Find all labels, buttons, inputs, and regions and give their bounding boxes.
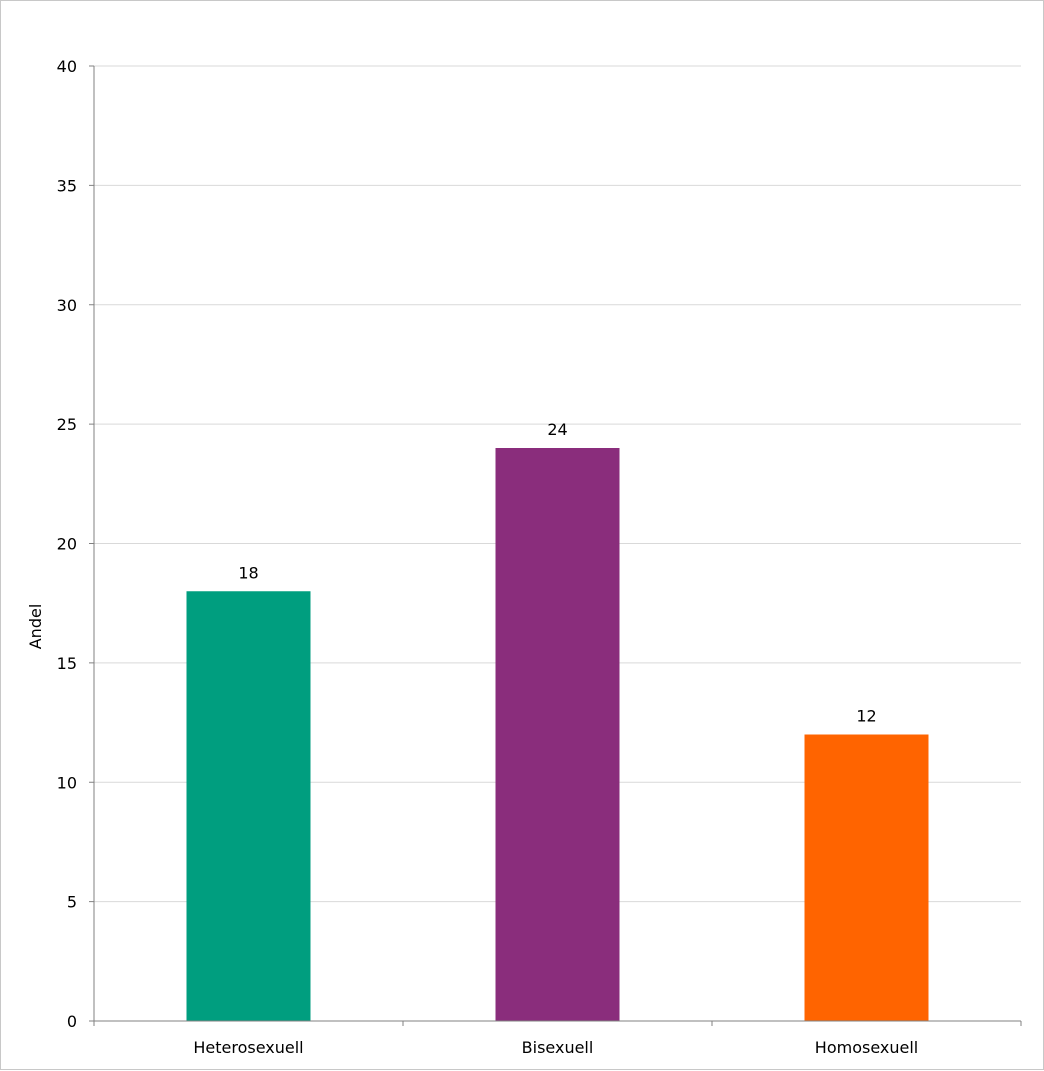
data-label: 24	[547, 420, 567, 439]
y-tick-label: 30	[57, 296, 77, 315]
y-tick-label: 5	[67, 893, 77, 912]
data-labels: 18 24 12	[238, 420, 876, 726]
y-tick-label: 10	[57, 773, 77, 792]
data-label: 18	[238, 563, 258, 582]
bar-homosexuell	[804, 734, 929, 1021]
y-tick-label: 40	[57, 57, 77, 76]
bar-heterosexuell	[186, 591, 311, 1021]
x-axis-categories: Heterosexuell Bisexuell Homosexuell	[93, 1021, 1022, 1057]
y-axis-ticks: 0 5 10 15 20 25 30 35 40	[57, 57, 94, 1031]
category-label: Heterosexuell	[193, 1038, 303, 1057]
category-label: Homosexuell	[815, 1038, 918, 1057]
data-label: 12	[856, 707, 876, 726]
y-tick-label: 0	[67, 1012, 77, 1031]
category-label: Bisexuell	[522, 1038, 594, 1057]
y-tick-label: 15	[57, 654, 77, 673]
bar-bisexuell	[495, 448, 620, 1021]
y-tick-label: 25	[57, 415, 77, 434]
y-tick-label: 20	[57, 535, 77, 554]
y-axis-label: Andel	[26, 604, 45, 650]
bars	[186, 448, 929, 1021]
y-tick-label: 35	[57, 176, 77, 195]
